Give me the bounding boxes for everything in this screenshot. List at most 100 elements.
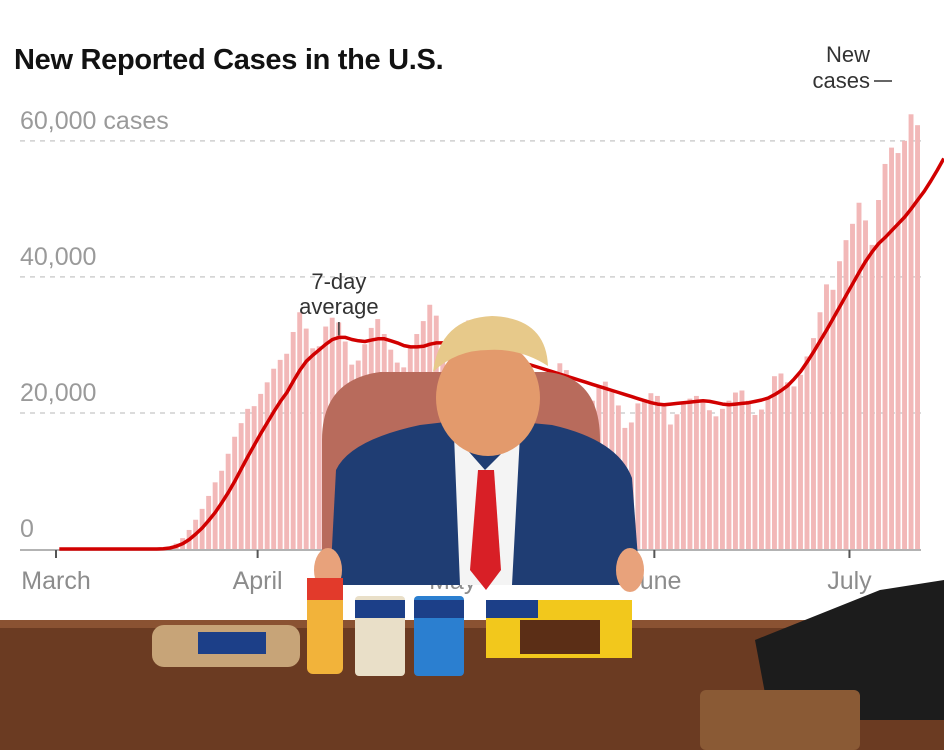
- new-cases-bar: [544, 390, 550, 549]
- new-cases-bar: [485, 378, 491, 549]
- y-tick-label: 20,000: [20, 379, 96, 407]
- new-cases-bar: [492, 383, 498, 549]
- new-cases-bar: [303, 328, 309, 549]
- new-cases-bar: [212, 482, 218, 549]
- new-cases-bar: [576, 414, 582, 549]
- new-cases-bar: [785, 382, 790, 549]
- new-cases-annotation-text: New: [826, 42, 870, 67]
- new-cases-bar: [596, 387, 602, 549]
- new-cases-bar: [433, 315, 439, 549]
- y-tick-label: 60,000 cases: [20, 107, 169, 135]
- new-cases-bar: [362, 344, 368, 549]
- new-cases-bar: [837, 261, 842, 549]
- x-tick-label: March: [21, 567, 90, 595]
- new-cases-bar: [557, 363, 563, 549]
- new-cases-bar: [622, 427, 628, 549]
- new-cases-bar: [336, 322, 342, 549]
- new-cases-bar: [772, 376, 777, 549]
- new-cases-bar: [466, 320, 472, 549]
- new-cases-bar: [817, 312, 823, 549]
- new-cases-bar: [635, 403, 641, 549]
- new-cases-bar: [401, 367, 407, 549]
- x-tick-label: June: [627, 567, 681, 595]
- new-cases-bar: [258, 393, 264, 549]
- x-tick-label: July: [827, 567, 872, 595]
- new-cases-bar: [459, 328, 465, 549]
- new-cases-bar: [882, 163, 888, 549]
- y-axis-labels: 60,000 cases 40,000 20,000 0: [20, 107, 169, 543]
- new-cases-bar: [895, 153, 901, 549]
- new-cases-bar: [609, 391, 615, 549]
- new-cases-bar: [524, 369, 530, 549]
- new-cases-bar: [297, 312, 303, 549]
- y-tick-label: 0: [20, 515, 34, 543]
- new-cases-bar: [440, 355, 446, 549]
- new-cases-bar: [739, 390, 745, 549]
- average-annotation-text: 7-day: [311, 269, 366, 294]
- new-cases-bar: [804, 356, 810, 549]
- new-cases-bar: [225, 453, 231, 549]
- new-cases-bar: [791, 386, 797, 549]
- new-cases-bar: [824, 284, 829, 549]
- new-cases-bar: [271, 368, 277, 549]
- new-cases-bar: [427, 304, 433, 549]
- new-cases-bar: [661, 404, 667, 549]
- new-cases-bar: [349, 364, 355, 549]
- x-tick-label: May: [429, 567, 477, 595]
- new-cases-bar: [563, 370, 569, 549]
- new-cases-bar: [446, 362, 452, 549]
- new-cases-bar: [876, 200, 881, 549]
- new-cases-bar: [915, 125, 920, 550]
- new-cases-bar: [219, 470, 225, 549]
- new-cases-bar: [407, 346, 413, 549]
- new-cases-bar: [726, 400, 732, 549]
- new-cases-bar: [850, 223, 855, 549]
- new-cases-bar: [368, 327, 374, 549]
- new-cases-bar: [323, 326, 329, 549]
- new-cases-bar: [856, 202, 862, 549]
- chart-title: New Reported Cases in the U.S.: [14, 44, 444, 76]
- new-cases-bar: [414, 334, 420, 549]
- average-annotation-text: average: [299, 294, 379, 319]
- new-cases-bar: [505, 359, 511, 549]
- new-cases-bar: [355, 360, 361, 549]
- new-cases-bar: [830, 289, 836, 549]
- new-cases-bar: [863, 220, 868, 549]
- new-cases-bar: [511, 352, 517, 549]
- new-cases-bar: [759, 409, 764, 549]
- new-cases-bar: [264, 382, 270, 549]
- new-cases-bar: [498, 369, 504, 549]
- new-cases-bar: [342, 341, 348, 549]
- new-cases-bar: [765, 398, 771, 549]
- new-cases-bar: [277, 359, 283, 549]
- new-cases-bar: [479, 343, 485, 549]
- new-cases-bar: [394, 362, 400, 549]
- new-cases-bar: [667, 424, 673, 549]
- new-cases-bars: [160, 114, 920, 550]
- new-cases-bar: [238, 423, 244, 549]
- x-tick-label: April: [233, 567, 283, 595]
- new-cases-bar: [388, 349, 394, 549]
- new-cases-bar: [381, 334, 387, 549]
- new-cases-bar: [752, 414, 758, 549]
- new-cases-bar: [310, 348, 316, 549]
- new-cases-bar: [284, 353, 290, 549]
- new-cases-bar: [316, 346, 322, 549]
- new-cases-bar: [628, 422, 634, 549]
- new-cases-bar: [531, 395, 537, 549]
- new-cases-bar: [745, 400, 751, 549]
- new-cases-bar: [908, 114, 914, 549]
- new-cases-bar: [706, 410, 712, 549]
- new-cases-bar: [329, 317, 335, 549]
- new-cases-bar: [615, 405, 621, 549]
- new-cases-bar: [537, 400, 543, 549]
- new-cases-bar: [518, 354, 524, 549]
- new-cases-bar: [251, 406, 257, 549]
- new-cases-bar: [375, 319, 381, 549]
- new-cases-bar: [420, 321, 426, 549]
- new-cases-bar: [589, 400, 595, 549]
- new-cases-bar: [869, 244, 875, 549]
- new-cases-bar: [713, 416, 719, 549]
